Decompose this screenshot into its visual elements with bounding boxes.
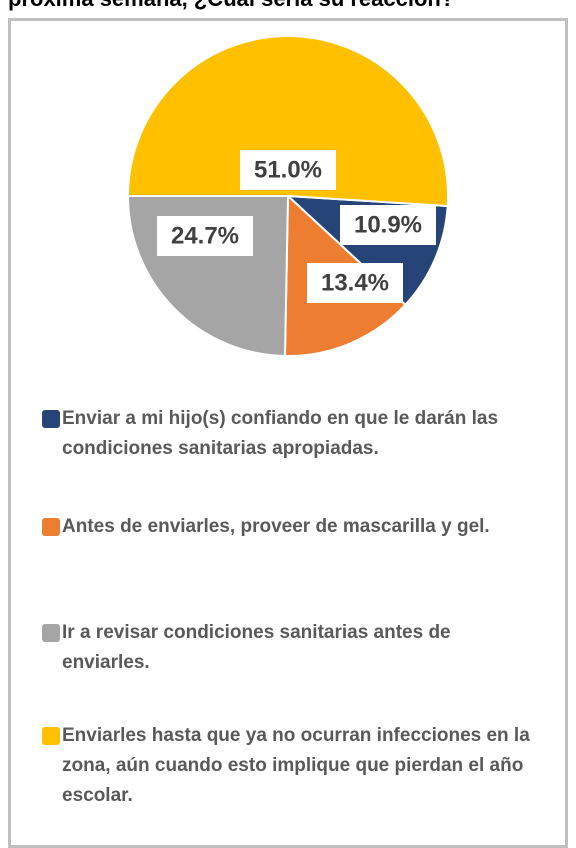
pie-slice xyxy=(126,34,449,208)
data-label: 51.0% xyxy=(254,156,322,183)
legend-label: Ir a revisar condiciones sanitarias ante… xyxy=(62,622,451,673)
legend-swatch xyxy=(42,518,60,536)
label-box xyxy=(240,150,336,190)
label-box xyxy=(340,205,436,245)
legend-label: Enviar a mi hijo(s) confiando en que le … xyxy=(62,408,499,459)
legend-swatch xyxy=(42,727,60,745)
legend-item: Ir a revisar condiciones sanitarias ante… xyxy=(42,618,542,678)
legend-item: Antes de enviarles, proveer de mascarill… xyxy=(42,512,542,542)
legend-swatch xyxy=(42,410,60,428)
legend-label: Enviarles hasta que ya no ocurran infecc… xyxy=(62,725,530,806)
legend-item: Enviar a mi hijo(s) confiando en que le … xyxy=(42,404,542,464)
legend-item: Enviarles hasta que ya no ocurran infecc… xyxy=(42,721,542,811)
data-label: 24.7% xyxy=(171,222,239,249)
legend-swatch xyxy=(42,624,60,642)
chart-title: próxima semana, ¿Cuál sería su reacción? xyxy=(8,0,576,12)
data-label: 10.9% xyxy=(354,211,422,238)
chart: 10.9% 13.4% 24.7% 51.0% xyxy=(126,34,449,357)
label-box xyxy=(157,216,253,256)
label-box xyxy=(307,263,403,303)
data-label: 13.4% xyxy=(321,269,389,296)
legend-label: Antes de enviarles, proveer de mascarill… xyxy=(62,516,490,537)
